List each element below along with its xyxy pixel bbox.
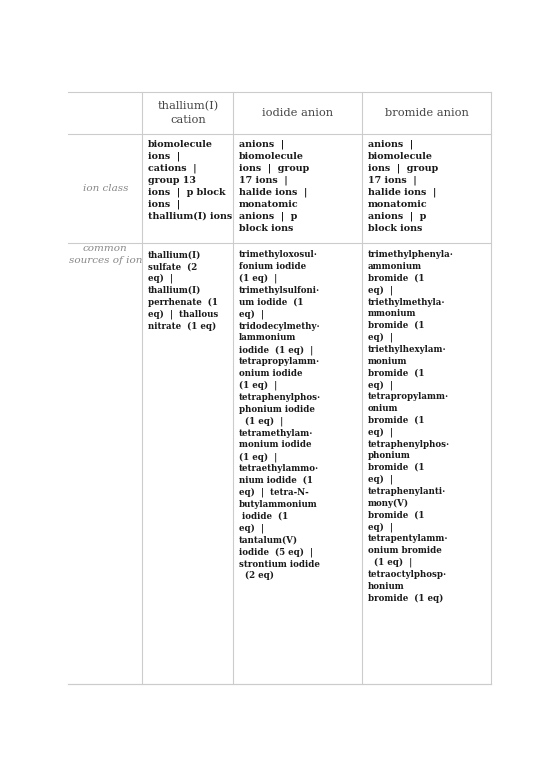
Text: anions  |
biomolecule
ions  |  group
17 ions  |
halide ions  |
monatomic
anions : anions | biomolecule ions | group 17 ion… [368,140,438,233]
Text: trimethylphenyla·
ammonium
bromide  (1
eq)  |
triethylmethyla·
mmonium
bromide  : trimethylphenyla· ammonium bromide (1 eq… [368,251,454,603]
Text: thallium(I)
cation: thallium(I) cation [157,102,218,125]
Text: trimethyloxosul·
fonium iodide
(1 eq)  |
trimethylsulfoni·
um iodide  (1
eq)  |
: trimethyloxosul· fonium iodide (1 eq) | … [239,251,321,581]
Text: common
sources of ion: common sources of ion [69,245,142,265]
Text: bromide anion: bromide anion [385,108,469,118]
Text: thallium(I)
sulfate  (2
eq)  |
thallium(I)
perrhenate  (1
eq)  |  thallous
nitra: thallium(I) sulfate (2 eq) | thallium(I)… [148,251,218,331]
Text: biomolecule
ions  |
cations  |
group 13
ions  |  p block
ions  |
thallium(I) ion: biomolecule ions | cations | group 13 io… [148,140,232,221]
Text: ion class: ion class [82,184,128,193]
Text: iodide anion: iodide anion [262,108,334,118]
Text: anions  |
biomolecule
ions  |  group
17 ions  |
halide ions  |
monatomic
anions : anions | biomolecule ions | group 17 ion… [239,140,309,233]
